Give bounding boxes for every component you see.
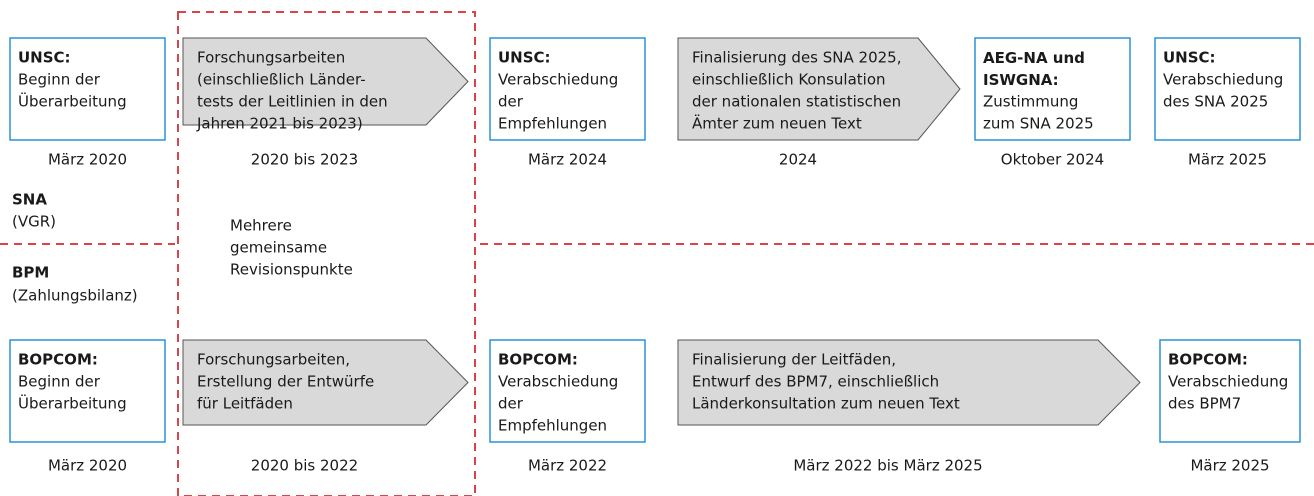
- row-sublabel: (VGR): [12, 213, 56, 231]
- step-arrow: [182, 37, 469, 126]
- step-heading: UNSC:: [18, 49, 71, 67]
- common-label: gemeinsame: [230, 239, 327, 257]
- common-label: Mehrere: [230, 217, 292, 235]
- step-text: zum SNA 2025: [983, 115, 1094, 133]
- step-text: Verabschiedung: [498, 71, 618, 89]
- step-text: Finalisierung des SNA 2025,: [692, 49, 901, 67]
- step-date: März 2025: [1188, 151, 1267, 169]
- step-date: März 2020: [48, 457, 127, 475]
- step-text: Empfehlungen: [498, 115, 607, 133]
- step-box: [1159, 339, 1301, 443]
- step-date: 2020 bis 2022: [251, 457, 358, 475]
- step-text: Überarbeitung: [18, 92, 127, 111]
- step-text: (einschließlich Länder-: [197, 71, 366, 89]
- step-text: Ämter zum neuen Text: [692, 114, 862, 133]
- step-box: [489, 339, 646, 443]
- step-text: Finalisierung der Leitfäden,: [692, 351, 896, 369]
- row-label: SNA: [12, 191, 47, 209]
- step-date: 2020 bis 2023: [251, 151, 358, 169]
- step-text: Empfehlungen: [498, 417, 607, 435]
- step-text: Überarbeitung: [18, 394, 127, 413]
- step-date: 2024: [779, 151, 817, 169]
- step-text: tests der Leitlinien in den: [197, 93, 388, 111]
- common-frame: [177, 11, 476, 496]
- step-heading: BOPCOM:: [18, 351, 98, 369]
- common-label: Revisionspunkte: [230, 261, 353, 279]
- step-text: Verabschiedung: [1163, 71, 1283, 89]
- step-box: [9, 339, 166, 443]
- step-date: März 2022: [528, 457, 607, 475]
- row-sublabel: (Zahlungsbilanz): [12, 287, 138, 305]
- step-date: März 2024: [528, 151, 607, 169]
- step-text: Länderkonsultation zum neuen Text: [692, 395, 960, 413]
- step-text: Beginn der: [18, 373, 101, 391]
- step-heading: UNSC:: [498, 49, 551, 67]
- step-date: März 2022 bis März 2025: [793, 457, 982, 475]
- step-text: der nationalen statistischen: [692, 93, 901, 111]
- step-text: Beginn der: [18, 71, 101, 89]
- step-box: [1154, 37, 1301, 141]
- step-text: der: [498, 395, 524, 413]
- step-text: für Leitfäden: [197, 395, 293, 413]
- step-text: Forschungsarbeiten,: [197, 351, 350, 369]
- step-text: Erstellung der Entwürfe: [197, 373, 374, 391]
- step-text: einschließlich Konsulation: [692, 71, 886, 89]
- step-heading: BOPCOM:: [1168, 351, 1248, 369]
- step-heading: UNSC:: [1163, 49, 1216, 67]
- step-date: März 2020: [48, 151, 127, 169]
- step-text: Forschungsarbeiten: [197, 49, 345, 67]
- step-box: [974, 37, 1131, 141]
- step-date: Oktober 2024: [1001, 151, 1104, 169]
- step-heading: AEG-NA und ISWGNA:: [983, 49, 1085, 89]
- step-text: Zustimmung: [983, 93, 1078, 111]
- step-box: [489, 37, 646, 141]
- step-arrow: [677, 37, 961, 141]
- step-text: Jahren 2021 bis 2023): [196, 115, 363, 133]
- step-text: des BPM7: [1168, 395, 1241, 413]
- step-text: des SNA 2025: [1163, 93, 1268, 111]
- step-arrow: [182, 339, 469, 426]
- step-text: Verabschiedung: [1168, 373, 1288, 391]
- step-text: der: [498, 93, 524, 111]
- step-heading: BOPCOM:: [498, 351, 578, 369]
- step-date: März 2025: [1190, 457, 1269, 475]
- step-box: [9, 37, 166, 141]
- step-text: Verabschiedung: [498, 373, 618, 391]
- step-arrow: [677, 339, 1141, 426]
- step-text: Entwurf des BPM7, einschließlich: [692, 373, 939, 391]
- row-label: BPM: [12, 264, 49, 282]
